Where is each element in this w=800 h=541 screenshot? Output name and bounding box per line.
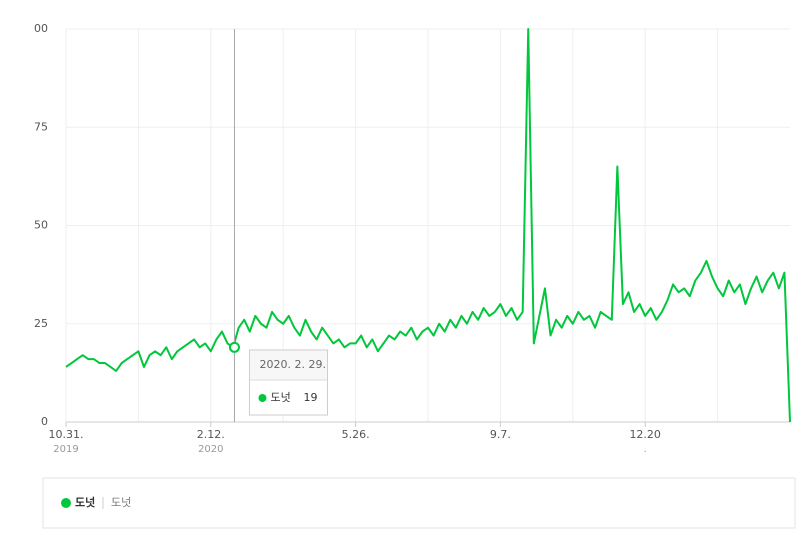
x-tick-year: . <box>644 444 647 455</box>
x-tick-label: 9.7. <box>490 428 511 441</box>
y-tick-label: 25 <box>34 317 48 330</box>
hover-point <box>228 341 240 353</box>
x-tick-year: 2019 <box>53 444 78 455</box>
tooltip-value: 19 <box>303 391 317 404</box>
x-tick-label: 2.12. <box>197 428 225 441</box>
legend-box <box>42 477 796 529</box>
legend-sublabel: 도넛 <box>111 496 131 509</box>
legend-label: 도넛 <box>75 495 95 509</box>
tooltip-date: 2020. 2. 29. <box>259 358 325 371</box>
y-tick-label: 75 <box>34 120 48 133</box>
legend-swatch <box>61 498 71 508</box>
x-tick-year: 2020 <box>198 444 223 455</box>
x-tick-label: 10.31. <box>49 428 84 441</box>
tooltip-swatch <box>258 394 267 402</box>
y-tick-label: 00 <box>34 22 48 35</box>
tooltip-series: 도넛 <box>270 391 290 404</box>
series-line <box>65 28 791 423</box>
y-tick-label: 50 <box>34 219 48 232</box>
tooltip-header <box>249 350 327 380</box>
x-tick-label: 12.20 <box>629 428 661 441</box>
y-tick-label: 0 <box>41 415 48 428</box>
x-tick-label: 5.26. <box>342 428 370 441</box>
